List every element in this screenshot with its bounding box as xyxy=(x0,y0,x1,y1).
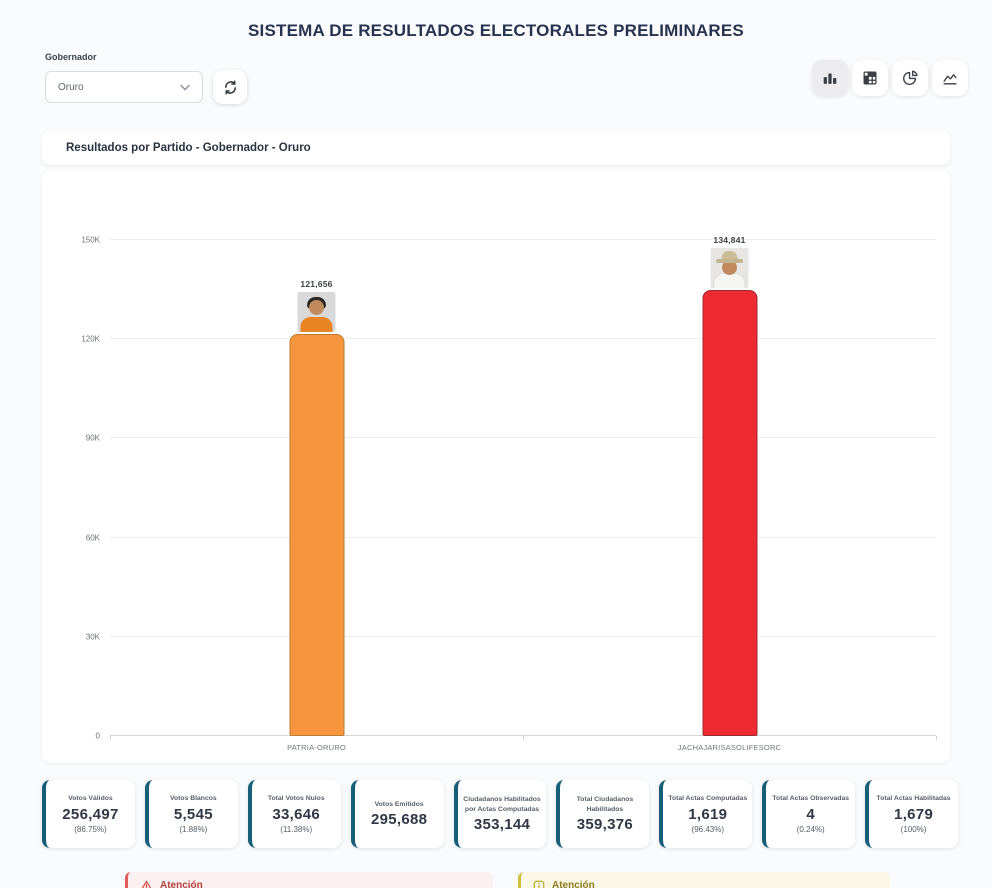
y-axis-tick-label: 30K xyxy=(85,632,100,642)
page-title: SISTEMA DE RESULTADOS ELECTORALES PRELIM… xyxy=(248,21,744,40)
bar-value-label: 121,656 xyxy=(300,278,333,289)
stat-title: Votos Blancos xyxy=(169,795,217,803)
stat-card: Ciudadanos Habilitados por Actas Computa… xyxy=(453,780,547,848)
filter-controls: Gobernador Oruro xyxy=(45,52,247,104)
stat-title: Total Votos Nulos xyxy=(267,795,325,803)
stat-card: Votos Blancos 5,545 (1.88%) xyxy=(144,780,238,848)
results-bar-chart: 0 30K 60K 90K 120K 150K 121,656 PATRIA-ORURO 134… xyxy=(42,171,950,763)
stat-title: Votos Válidos xyxy=(68,795,113,803)
stat-title: Votos Emitidos xyxy=(374,800,424,808)
info-icon xyxy=(533,880,545,888)
bar-fill xyxy=(289,333,344,736)
x-axis-tick xyxy=(936,736,937,740)
y-axis-tick-label: 90K xyxy=(85,433,100,443)
y-axis-tick-label: 150K xyxy=(81,235,100,245)
stat-title: Total Actas Habilitadas xyxy=(876,795,951,803)
gridline xyxy=(110,239,936,240)
stat-title: Ciudadanos Habilitados por Actas Computa… xyxy=(463,796,541,813)
stat-title: Total Actas Observadas xyxy=(772,795,850,803)
gridline xyxy=(110,437,936,439)
bar-jachajarisasolifesorc[interactable]: 134,841 xyxy=(702,235,757,736)
x-axis-category-label: JACHAJARISASOLIFESORC xyxy=(677,743,782,752)
stat-title: Total Ciudadanos Habilitados xyxy=(576,796,634,813)
stat-value: 33,646 xyxy=(272,805,321,823)
gridline xyxy=(110,536,936,538)
stat-value: 353,144 xyxy=(473,815,531,833)
bar-chart-icon xyxy=(821,69,839,87)
stat-value: 1,679 xyxy=(894,805,934,823)
y-axis-tick-label: 0 xyxy=(95,731,100,741)
region-select-value: Oruro xyxy=(58,81,84,93)
stat-percentage: (11.38%) xyxy=(280,824,313,834)
stat-percentage: (1.88%) xyxy=(179,824,208,834)
chart-type-toolbar xyxy=(812,60,968,96)
stat-value: 1,619 xyxy=(688,805,728,823)
pie-chart-view-button[interactable] xyxy=(892,60,928,96)
bar-value-label: 134,841 xyxy=(713,235,746,246)
stat-card: Votos Emitidos 295,688 xyxy=(350,780,444,848)
warning-triangle-icon xyxy=(140,880,153,888)
stat-card: Total Actas Habilitadas 1,679 (100%) xyxy=(865,780,959,848)
stat-card: Total Ciudadanos Habilitados 359,376 xyxy=(556,780,650,848)
stat-value: 359,376 xyxy=(576,815,634,833)
bar-fill xyxy=(702,290,757,736)
bar-chart-view-button[interactable] xyxy=(812,60,848,96)
summary-stats-row: Votos Válidos 256,497 (86.75%) Votos Blanco… xyxy=(42,780,959,848)
x-axis-line xyxy=(110,735,936,736)
alert-warning-title: Atención xyxy=(552,880,595,888)
gridline xyxy=(110,635,936,637)
chart-plot-area: 0 30K 60K 90K 120K 150K 121,656 PATRIA-ORURO 134… xyxy=(81,235,937,752)
stat-value: 256,497 xyxy=(62,805,119,823)
candidate-hat-white-shirt-photo xyxy=(710,248,749,289)
trend-chart-view-button[interactable] xyxy=(932,60,968,96)
gridline xyxy=(110,338,936,340)
x-axis-tick xyxy=(110,736,111,740)
stat-title: Total Actas Computadas xyxy=(668,795,748,803)
alert-warning: Atención xyxy=(518,872,890,888)
y-axis-tick-label: 120K xyxy=(81,334,100,344)
stat-card: Votos Válidos 256,497 (86.75%) xyxy=(42,780,135,848)
stat-percentage: (0.24%) xyxy=(796,824,825,834)
pie-chart-icon xyxy=(901,69,919,87)
candidate-orange-shirt-photo xyxy=(297,291,336,332)
x-axis-category-label: PATRIA-ORURO xyxy=(287,743,346,752)
stat-value: 5,545 xyxy=(173,805,213,823)
refresh-icon xyxy=(222,79,239,96)
table-icon xyxy=(861,69,879,87)
alert-error: Atención xyxy=(125,872,493,888)
stat-value: 295,688 xyxy=(370,811,428,829)
stat-card: Total Actas Observadas 4 (0.24%) xyxy=(762,780,856,848)
stat-percentage: (100%) xyxy=(900,824,927,834)
results-panel-title: Resultados por Partido - Gobernador - Or… xyxy=(66,142,311,154)
results-panel-header: Resultados por Partido - Gobernador - Or… xyxy=(42,131,950,165)
x-axis-tick xyxy=(523,736,524,740)
stat-percentage: (86.75%) xyxy=(74,824,107,834)
trend-chart-icon xyxy=(941,69,959,87)
y-axis-tick-label: 60K xyxy=(85,533,100,543)
alert-error-title: Atención xyxy=(160,880,203,888)
stat-card: Total Votos Nulos 33,646 (11.38%) xyxy=(247,780,341,848)
region-select[interactable]: Oruro xyxy=(45,71,203,103)
table-view-button[interactable] xyxy=(852,60,888,96)
stat-card: Total Actas Computadas 1,619 (96.43%) xyxy=(659,780,753,848)
stat-percentage: (96.43%) xyxy=(691,824,725,834)
refresh-button[interactable] xyxy=(213,70,247,104)
chevron-down-icon xyxy=(180,84,190,91)
bar-patria-oruro[interactable]: 121,656 xyxy=(289,279,344,736)
stat-value: 4 xyxy=(806,805,815,823)
filter-label: Gobernador xyxy=(45,52,97,62)
